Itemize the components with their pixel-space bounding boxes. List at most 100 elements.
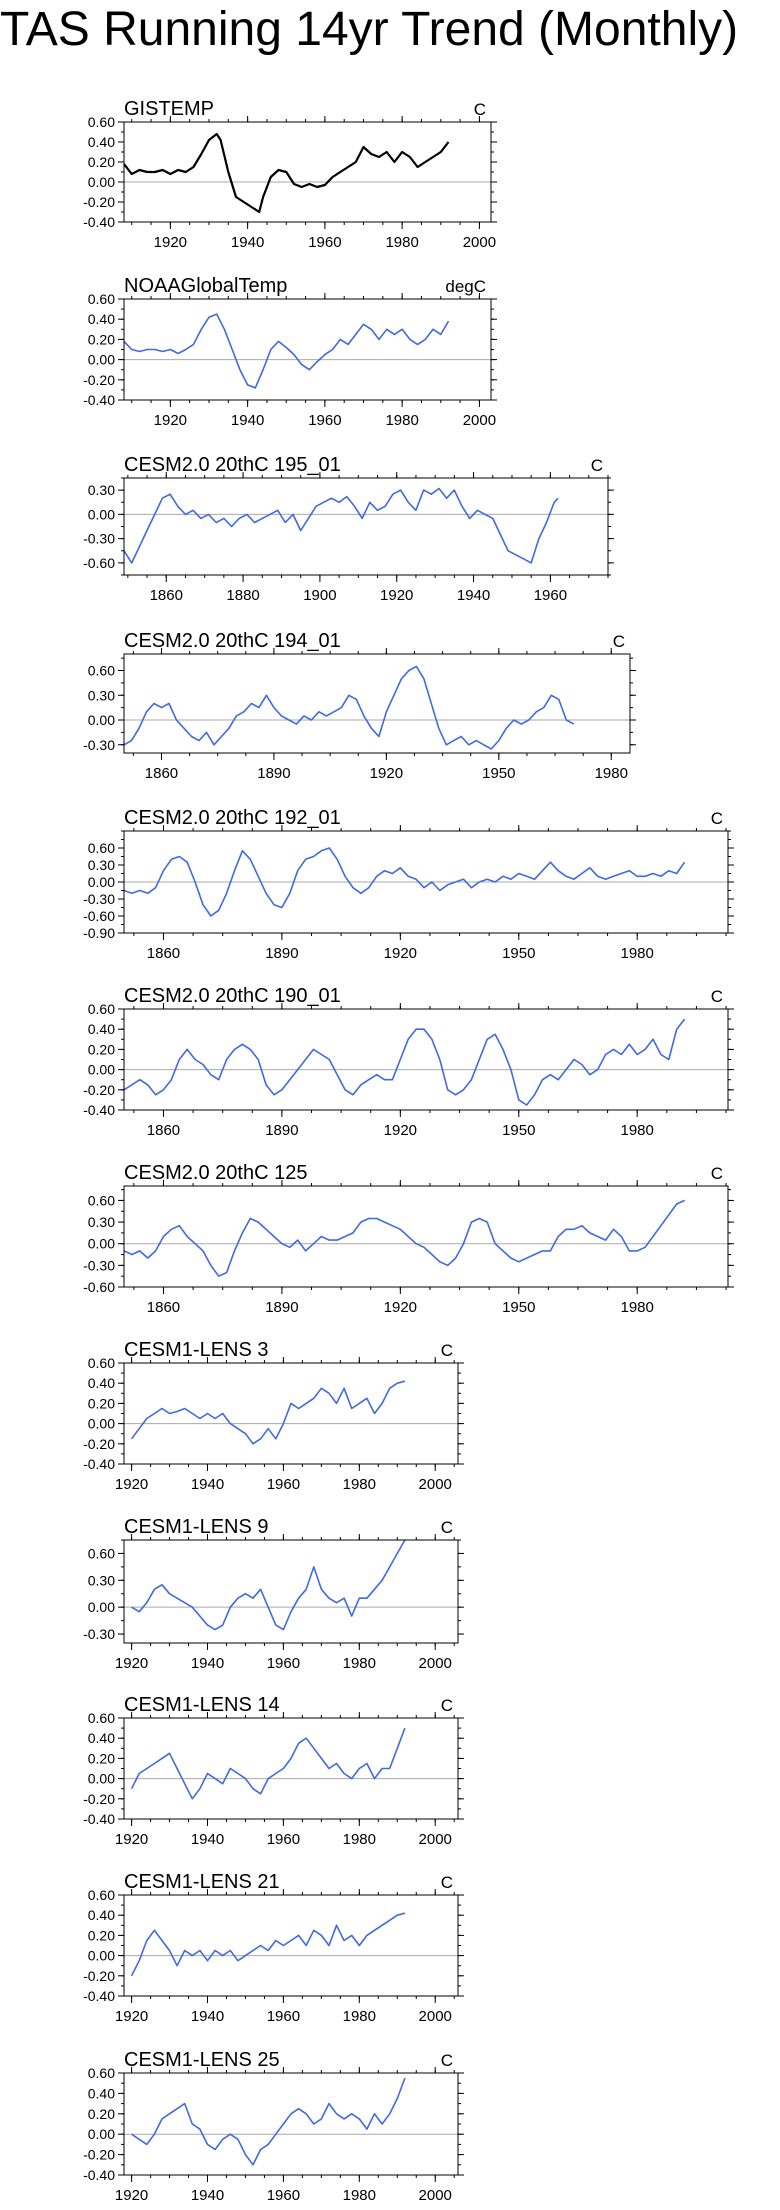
y-tick-label: 0.40 [88,2085,115,2101]
panel-units: C [441,1696,453,1715]
y-tick-label: -0.20 [83,2147,115,2163]
plot-frame [123,1185,729,1288]
chart-panel: CESM2.0 20thC 195_01 C 0.30 0.00 -0.30 -0.60 1… [83,454,614,604]
x-tick-label: 2000 [419,1476,452,1493]
x-tick-label: 1920 [115,2008,148,2025]
x-tick-label: 1960 [267,2008,300,2025]
plot-frame [123,1008,729,1111]
series-line [123,847,686,917]
x-tick-label: 1950 [502,945,535,962]
x-tick-label: 1960 [308,412,341,429]
y-tick-label: 0.00 [88,874,115,890]
y-tick-label: 0.60 [88,1887,115,1903]
y-tick-label: 0.00 [88,1416,115,1432]
x-tick-label: 1890 [265,1122,298,1139]
plot-frame [123,298,492,401]
y-tick-label: 0.20 [88,1927,115,1943]
x-tick-label: 1860 [150,587,183,604]
panel-title: CESM1-LENS 25 [124,2049,280,2071]
y-tick-label: 0.60 [88,291,115,307]
y-tick-label: 0.60 [88,1710,115,1726]
panel-units: C [441,1518,453,1537]
panel-units: C [474,100,486,119]
panel-units: C [591,456,603,475]
y-tick-label: -0.30 [83,1257,115,1273]
panel-title: CESM1-LENS 3 [124,1339,269,1361]
panel-units: degC [445,277,486,296]
y-tick-label: -0.20 [83,1082,115,1098]
y-tick-label: 0.60 [88,1001,115,1017]
y-tick-label: 0.20 [88,331,115,347]
x-tick-label: 1920 [115,1831,148,1848]
x-tick-label: 1980 [385,234,418,251]
x-tick-label: 1940 [191,2008,224,2025]
y-tick-label: 0.40 [88,1730,115,1746]
y-tick-label: 0.00 [88,352,115,368]
y-tick-label: -0.40 [83,392,115,408]
x-tick-label: 1950 [482,765,515,782]
plot-frame [123,830,729,934]
x-tick-label: 1860 [147,1122,180,1139]
x-tick-label: 1920 [370,765,403,782]
y-tick-label: -0.40 [83,2167,115,2183]
y-tick-label: 0.40 [88,1375,115,1391]
panel-units: C [613,632,625,651]
y-tick-label: -0.40 [83,1456,115,1472]
panel-title: CESM1-LENS 14 [124,1694,280,1716]
y-tick-label: 0.30 [88,857,115,873]
y-tick-label: -0.20 [83,1791,115,1807]
x-tick-label: 2000 [419,1831,452,1848]
panel-title: CESM2.0 20thC 190_01 [124,985,341,1007]
y-tick-label: 0.60 [88,2065,115,2081]
chart-panel: CESM1-LENS 21 C 0.60 0.40 0.20 0.00 -0.20 -0.40… [83,1871,464,2025]
x-tick-label: 1920 [154,412,187,429]
series-line [130,1912,406,1977]
x-tick-label: 1920 [384,1122,417,1139]
series-line [123,487,559,564]
series-line [130,1380,406,1445]
page-title: TAS Running 14yr Trend (Monthly) [0,3,739,56]
x-tick-label: 2000 [463,234,496,251]
y-tick-label: 0.00 [88,712,115,728]
chart-panel: CESM1-LENS 3 C0.600.400.200.00-0.20-0.401… [83,1339,464,1493]
x-tick-label: 1980 [621,945,654,962]
x-tick-label: 1960 [267,1831,300,1848]
y-tick-label: 0.40 [88,1907,115,1923]
series-line [123,313,450,389]
y-tick-label: -0.30 [83,531,115,547]
panel-title: CESM2.0 20thC 195_01 [124,454,341,476]
x-tick-label: 1920 [384,1299,417,1316]
x-tick-label: 1940 [191,2187,224,2204]
series-line [123,665,575,750]
y-tick-label: 0.00 [88,1062,115,1078]
x-tick-label: 1920 [154,234,187,251]
y-tick-label: 0.00 [88,506,115,522]
panel-units: C [711,809,723,828]
panel-units: C [441,1873,453,1892]
x-tick-label: 1980 [343,1655,376,1672]
x-tick-label: 1950 [502,1122,535,1139]
y-tick-label: -0.40 [83,214,115,230]
x-tick-label: 1940 [231,412,264,429]
x-tick-label: 1890 [265,1299,298,1316]
x-tick-label: 1980 [343,1476,376,1493]
chart-panel: CESM2.0 20thC 192_01 C0.600.300.00-0.30-0… [83,807,734,962]
panel-units: C [441,2051,453,2070]
y-tick-label: -0.60 [83,1279,115,1295]
panel-units: C [711,1164,723,1183]
y-tick-label: -0.20 [83,194,115,210]
x-tick-label: 1920 [384,945,417,962]
y-tick-label: 0.20 [88,1395,115,1411]
plot-frame [123,653,631,754]
y-tick-label: 0.20 [88,1041,115,1057]
y-tick-label: -0.40 [83,1811,115,1827]
y-tick-label: 0.30 [88,1572,115,1588]
chart-panel: CESM1-LENS 25 C 0.60 0.40 0.20 0.00 -0.20 -0.40… [83,2049,464,2204]
y-tick-label: 0.00 [88,1771,115,1787]
x-tick-label: 1960 [267,2187,300,2204]
y-tick-label: -0.40 [83,1102,115,1118]
x-tick-label: 1980 [343,2187,376,2204]
x-tick-label: 1860 [145,765,178,782]
y-tick-label: -0.60 [83,555,115,571]
x-tick-label: 1860 [147,1299,180,1316]
